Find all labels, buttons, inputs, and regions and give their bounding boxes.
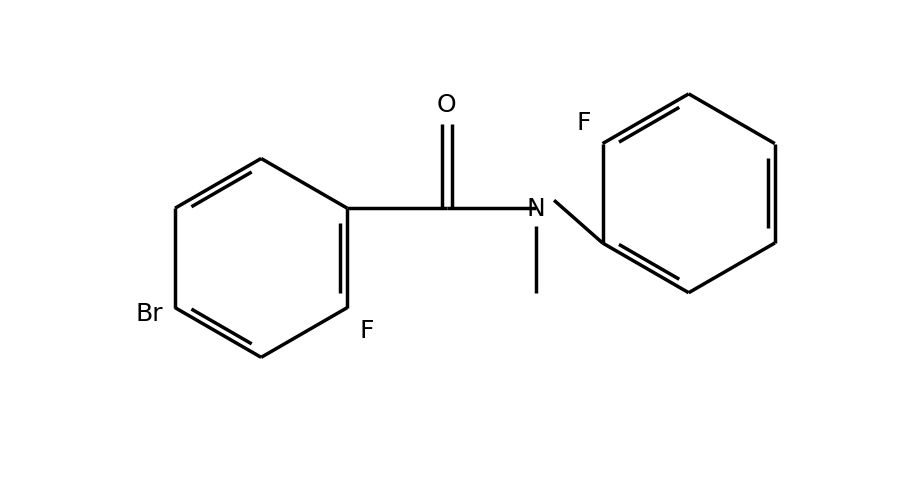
- Text: F: F: [358, 318, 373, 342]
- Text: O: O: [437, 93, 456, 117]
- Text: F: F: [575, 110, 590, 134]
- Text: N: N: [527, 197, 545, 221]
- Text: Br: Br: [135, 301, 163, 325]
